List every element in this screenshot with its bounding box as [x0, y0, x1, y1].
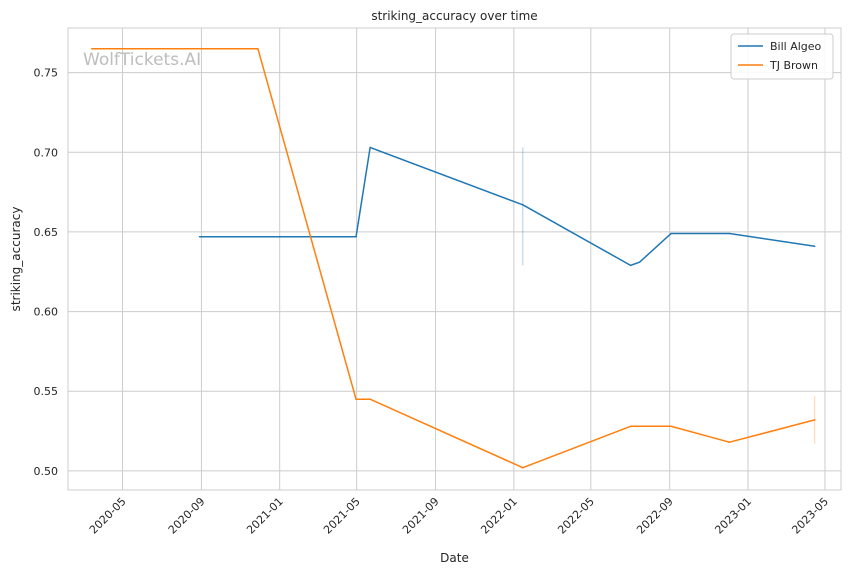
- tj-brown-data-point: [90, 47, 93, 50]
- tj-brown-data-point: [522, 466, 524, 469]
- legend-label-tj-brown: TJ Brown: [769, 59, 818, 72]
- y-axis-ticks: 0.50 0.55 0.60 0.65 0.70 0.75: [34, 67, 59, 478]
- data-series: [90, 47, 816, 469]
- bill-algeo-data-point: [198, 235, 201, 238]
- y-tick-label: 0.65: [34, 226, 59, 239]
- tj-brown-data-point: [257, 47, 259, 50]
- tj-brown-data-point: [728, 441, 731, 443]
- tj-brown-data-point: [670, 425, 672, 428]
- y-tick-label: 0.75: [34, 67, 59, 80]
- bill-algeo-data-point: [629, 264, 632, 267]
- plot-frame: [67, 27, 842, 491]
- tj-brown-data-point: [813, 419, 816, 421]
- bill-algeo-data-point: [813, 245, 816, 248]
- y-tick-label: 0.70: [34, 146, 59, 159]
- y-tick-label: 0.60: [34, 306, 59, 319]
- bill-algeo-data-point: [670, 232, 672, 235]
- y-tick-label: 0.55: [34, 385, 59, 398]
- grid-lines: [68, 28, 841, 490]
- chart-title: striking_accuracy over time: [371, 9, 537, 23]
- bill-algeo-data-point: [355, 235, 357, 238]
- bill-algeo-data-point: [638, 261, 641, 263]
- bill-algeo-data-point: [522, 204, 524, 206]
- tj-brown-data-point: [629, 425, 632, 428]
- bill-algeo-data-point: [369, 146, 371, 149]
- tj-brown-data-point: [369, 398, 371, 400]
- legend-label-bill-algeo: Bill Algeo: [770, 40, 822, 53]
- watermark: WolfTickets.AI: [83, 50, 201, 70]
- legend: Bill Algeo TJ Brown: [730, 33, 834, 80]
- y-tick-label: 0.50: [34, 465, 59, 478]
- tj-brown-data-point: [355, 398, 357, 400]
- x-axis-title: Date: [440, 551, 469, 565]
- y-axis-title: striking_accuracy: [9, 207, 23, 312]
- plot-area: [68, 28, 841, 490]
- bill-algeo-data-point: [728, 232, 731, 235]
